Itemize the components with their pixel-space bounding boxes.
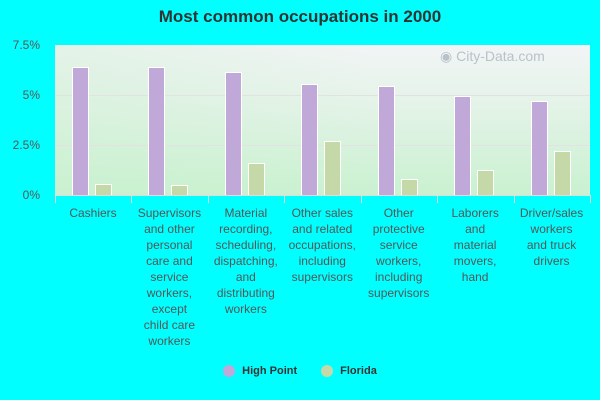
x-category-label: Laborers and material movers, hand <box>451 206 499 284</box>
bar-florida <box>95 184 112 195</box>
x-category-label: Other sales and related occupations, includ… <box>288 206 356 284</box>
legend-dot-icon <box>321 365 334 377</box>
gridline <box>55 145 590 146</box>
bar-high-point <box>72 67 89 195</box>
y-tick-label: 0% <box>22 188 40 202</box>
x-tick <box>55 195 56 203</box>
x-tick <box>131 195 133 203</box>
x-tick <box>207 195 209 203</box>
bar-high-point <box>148 67 166 195</box>
legend-item-florida: Florida <box>321 365 377 377</box>
bar-florida <box>171 185 189 195</box>
bar-florida <box>247 163 265 195</box>
plot-area <box>55 45 590 195</box>
gridline <box>55 95 590 96</box>
x-category-label: Other protective service workers, including s… <box>368 206 430 300</box>
bar-florida <box>477 170 495 195</box>
legend-item-high-point: High Point <box>223 365 297 377</box>
bar-high-point <box>301 84 319 195</box>
bar-high-point <box>454 96 472 195</box>
x-tick <box>590 195 591 203</box>
chart-title: Most common occupations in 2000 <box>158 7 442 26</box>
x-category-label: Material recording, scheduling, dispatching… <box>213 206 278 316</box>
x-tick <box>360 195 362 203</box>
bar-florida <box>553 151 571 195</box>
magnifier-icon: ◉ <box>440 48 453 64</box>
x-category-label: Driver/sales workers and truck drivers <box>519 206 584 268</box>
y-tick-label: 7.5% <box>12 38 40 52</box>
x-axis <box>55 195 590 196</box>
bar-high-point <box>377 86 395 195</box>
x-tick <box>284 195 286 203</box>
x-tick <box>513 195 515 203</box>
bar-florida <box>400 179 418 195</box>
legend: High Point Florida <box>0 365 600 377</box>
y-tick-label: 2.5% <box>12 138 40 152</box>
x-tick <box>437 195 439 203</box>
bar-high-point <box>224 72 242 195</box>
y-tick-label: 5% <box>22 88 40 102</box>
watermark-logo: ◉ City-Data.com <box>440 48 545 64</box>
bar-florida <box>324 141 342 195</box>
x-category-label: Cashiers <box>69 206 117 220</box>
legend-dot-icon <box>223 365 236 377</box>
x-category-label: Supervisors and other personal care and serv… <box>137 206 202 348</box>
bar-high-point <box>530 101 548 195</box>
